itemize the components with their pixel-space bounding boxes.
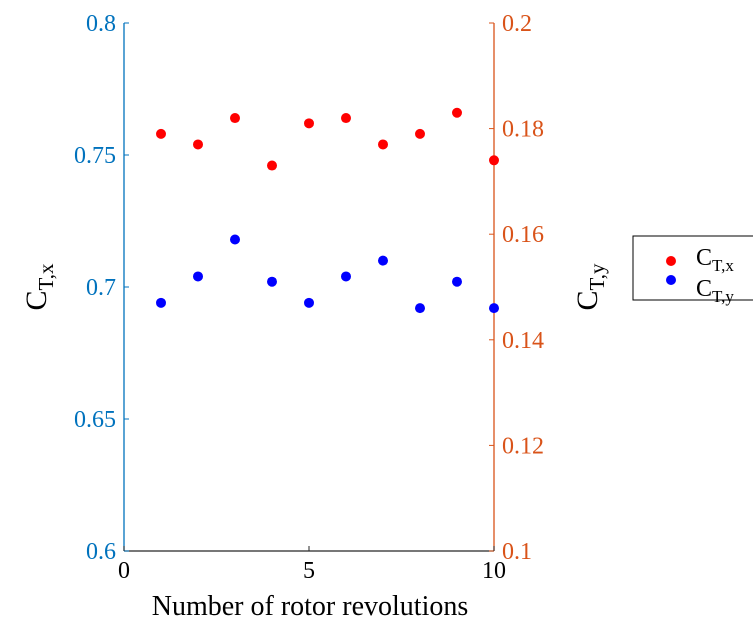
y-right-tick-label: 0.18 [502,117,544,143]
x-tick-label: 10 [482,558,506,584]
x-tick-label: 0 [118,558,130,584]
y-left-tick-label: 0.7 [86,275,116,301]
y-right-tick-label: 0.2 [502,11,532,37]
y-left-tick-label: 0.8 [86,11,116,37]
y-right-tick-label: 0.12 [502,433,544,459]
legend-marker-ctx [666,256,676,266]
data-point-series-1 [378,255,388,266]
data-point-series-1 [156,297,166,308]
y-left-axis-label-main: C [20,291,53,311]
y-left-axis-label-sub: T,x [34,263,58,291]
data-point-series-1 [230,234,240,245]
data-point-series-0 [341,113,351,124]
y-right-axis-label-main: C [571,291,604,311]
y-left-axis-label: CT,x [20,263,58,311]
axes [123,23,495,552]
y-left-tick-label: 0.75 [74,143,116,169]
data-point-series-1 [341,271,351,282]
data-point-series-1 [452,276,462,287]
data-point-series-1 [193,271,203,282]
data-point-series-0 [156,128,166,139]
x-tick-label: 5 [303,558,315,584]
data-point-series-0 [230,113,240,124]
y-right-tick-label: 0.14 [502,328,544,354]
legend-label-ctx-main: C [696,245,712,271]
legend-marker-cty [666,275,676,285]
data-point-series-1 [304,297,314,308]
data-point-series-0 [415,128,425,139]
legend-label-ctx: CT,x [696,245,734,275]
data-points [156,107,499,314]
y-left-tick-label: 0.65 [74,407,116,433]
y-right-tick-label: 0.1 [502,539,532,565]
data-point-series-1 [267,276,277,287]
legend: CT,x CT,y [632,235,753,306]
data-point-series-0 [304,118,314,129]
ticks: 0.6 0.65 0.7 0.75 0.8 0.1 0.12 0.14 0.16 0.18 0.2 0… [74,11,544,584]
legend-label-ctx-sub: T,x [712,256,734,275]
y-left-tick-label: 0.6 [86,539,116,565]
data-point-series-1 [489,303,499,314]
data-point-series-0 [452,107,462,118]
y-right-axis-label: CT,y [571,263,609,311]
y-right-axis-label-sub: T,y [585,263,609,291]
x-axis-label: Number of rotor revolutions [152,591,469,622]
data-point-series-0 [378,139,388,150]
data-point-series-0 [489,155,499,166]
legend-box [632,235,753,301]
data-point-series-1 [415,303,425,314]
y-right-tick-label: 0.16 [502,222,544,248]
legend-label-cty-sub: T,y [712,287,734,306]
legend-label-cty-main: C [696,276,712,302]
legend-label-cty: CT,y [696,276,734,306]
data-point-series-0 [267,160,277,171]
data-point-series-0 [193,139,203,150]
